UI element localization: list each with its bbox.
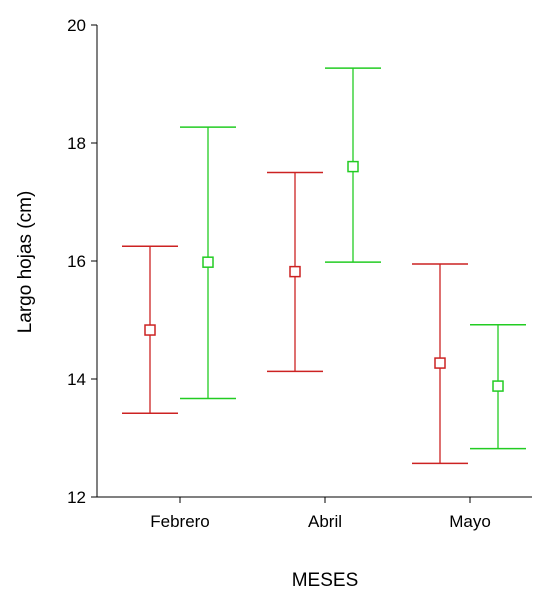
y-tick-label: 18 xyxy=(67,134,86,153)
x-axis-ticks: Febrero Abril Mayo xyxy=(150,497,491,531)
y-axis-ticks: 12 14 16 18 20 xyxy=(67,16,97,507)
axes xyxy=(96,25,532,498)
y-axis-title: Largo hojas (cm) xyxy=(15,191,36,334)
x-tick-label: Febrero xyxy=(150,512,210,531)
y-tick-label: 20 xyxy=(67,16,86,35)
series-2-mean-marker xyxy=(347,160,359,173)
x-axis-title: MESES xyxy=(292,570,359,590)
error-bars xyxy=(122,67,526,465)
y-tick-label: 12 xyxy=(67,488,86,507)
x-tick-label: Abril xyxy=(308,512,342,531)
series-2-mean-marker xyxy=(492,380,504,392)
x-tick-label: Mayo xyxy=(449,512,491,531)
y-tick-label: 14 xyxy=(67,370,86,389)
series-1-mean-marker xyxy=(434,357,446,369)
series-1-mean-marker xyxy=(144,324,156,336)
series-1-mean-marker xyxy=(289,265,301,278)
series-2-mean-marker xyxy=(202,256,214,268)
y-tick-label: 16 xyxy=(67,252,86,271)
